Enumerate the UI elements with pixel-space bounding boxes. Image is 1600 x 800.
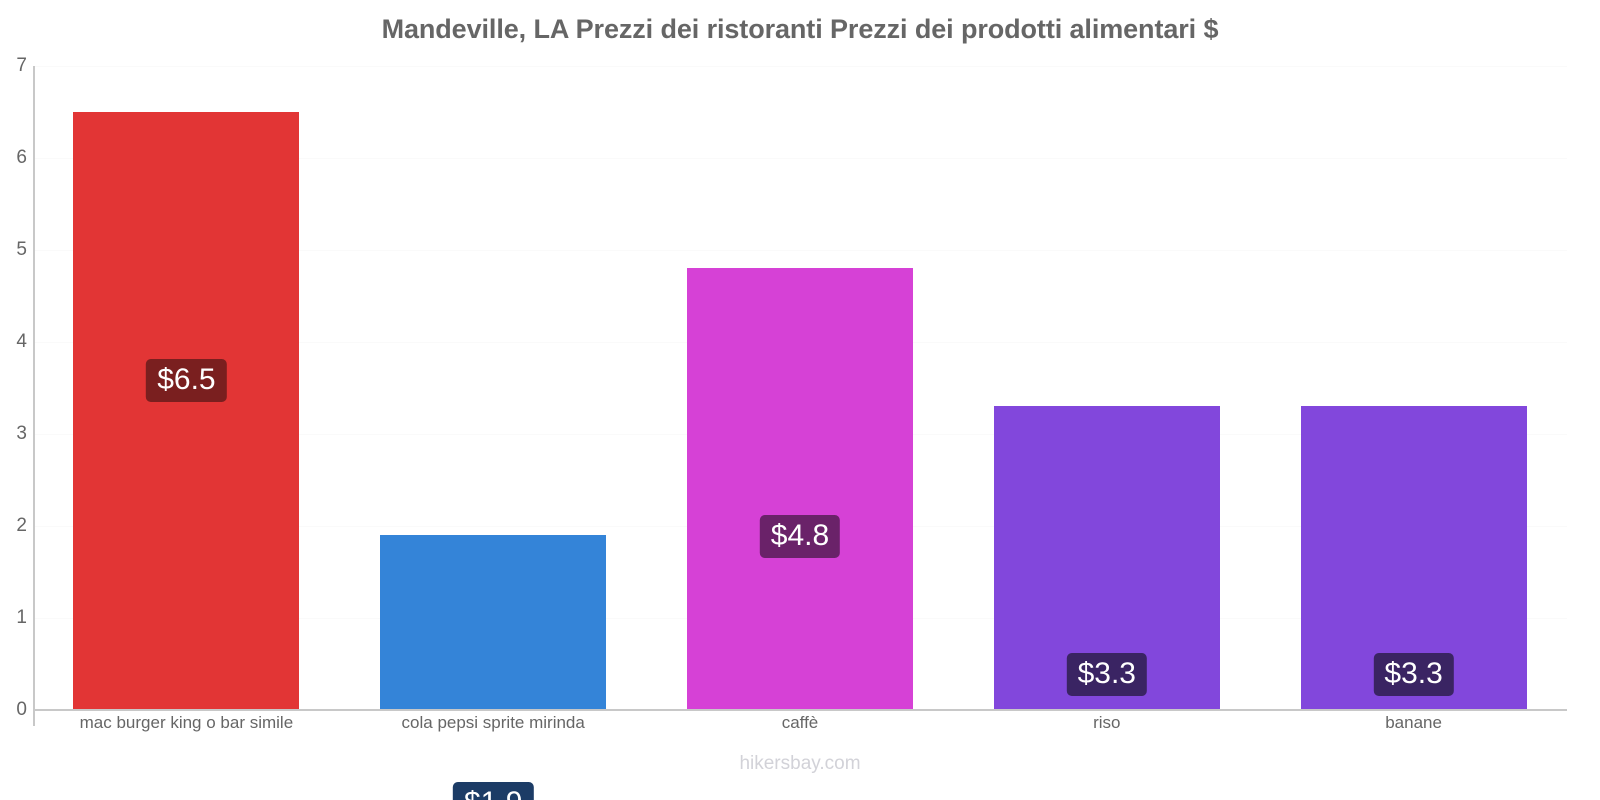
- bar-value-label: $4.8: [759, 514, 841, 559]
- bar-value-label: $6.5: [146, 358, 227, 402]
- x-axis-tick-label: banane: [1385, 713, 1442, 732]
- y-axis-tick-label: 5: [16, 239, 27, 260]
- x-axis-tick-label: caffè: [781, 713, 819, 732]
- y-axis-tick-label: 3: [16, 423, 27, 444]
- bar-item[interactable]: $4.8: [687, 66, 913, 710]
- bar-value-label: $3.3: [1066, 652, 1147, 697]
- bar-item[interactable]: $6.5: [73, 66, 300, 710]
- x-axis-tick-label: riso: [1093, 713, 1121, 732]
- x-axis-line: [33, 709, 1567, 711]
- gridline: [33, 250, 1567, 251]
- bar-value-label: $1.9: [452, 781, 534, 800]
- x-axis-tick-label: mac burger king o bar simile: [79, 713, 294, 732]
- y-axis: 0 1 2 3 4 5 6 7: [0, 0, 27, 800]
- y-axis-tick-label: 7: [16, 55, 27, 76]
- y-axis-tick-label: 6: [16, 147, 27, 168]
- gridline: [33, 158, 1567, 159]
- y-axis-tick-label: 4: [16, 331, 27, 352]
- bar-item[interactable]: $1.9: [380, 66, 607, 800]
- bar-value-label: $3.3: [1373, 652, 1454, 697]
- chart-title: Mandeville, LA Prezzi dei ristoranti Pre…: [381, 14, 1219, 44]
- y-axis-tick-label: 2: [16, 515, 27, 536]
- bar-rect[interactable]: [687, 268, 913, 710]
- footer-watermark: hikersbay.com: [739, 753, 861, 774]
- bar-rect[interactable]: [380, 535, 607, 710]
- bar-rect[interactable]: [73, 112, 300, 710]
- gridline: [33, 66, 1567, 67]
- bar-item[interactable]: $3.3: [993, 66, 1220, 710]
- x-axis-tick-label: cola pepsi sprite mirinda: [401, 713, 585, 732]
- y-axis-line: [33, 66, 35, 726]
- y-axis-tick-label: 1: [16, 607, 27, 628]
- y-axis-tick-label: 0: [16, 699, 27, 720]
- bar-item[interactable]: $3.3: [1300, 66, 1527, 710]
- plot-area: $6.5 $1.9 $4.8 $3.3 $3.3: [33, 66, 1567, 800]
